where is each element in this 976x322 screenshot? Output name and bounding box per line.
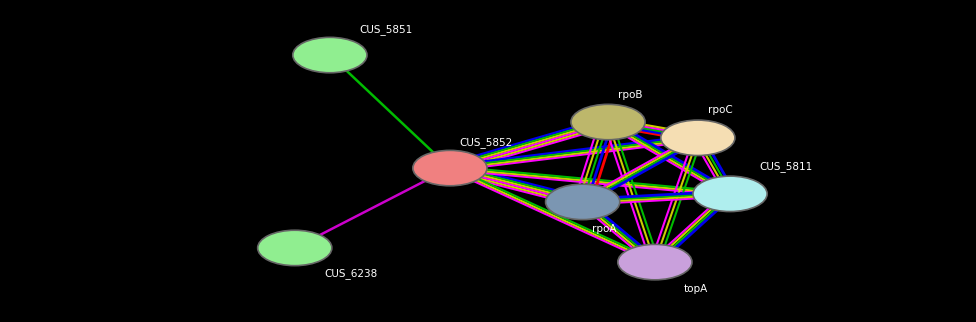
Ellipse shape bbox=[693, 176, 767, 212]
Text: rpoB: rpoB bbox=[618, 90, 642, 100]
Text: CUS_6238: CUS_6238 bbox=[324, 268, 378, 279]
Ellipse shape bbox=[293, 37, 367, 73]
Text: rpoA: rpoA bbox=[592, 224, 617, 234]
Ellipse shape bbox=[258, 230, 332, 266]
Ellipse shape bbox=[546, 184, 620, 220]
Text: rpoC: rpoC bbox=[708, 105, 732, 116]
Ellipse shape bbox=[661, 120, 735, 156]
Text: CUS_5851: CUS_5851 bbox=[359, 24, 413, 35]
Ellipse shape bbox=[571, 104, 645, 140]
Ellipse shape bbox=[618, 244, 692, 280]
Ellipse shape bbox=[413, 150, 487, 186]
Text: CUS_5852: CUS_5852 bbox=[460, 137, 513, 148]
Text: CUS_5811: CUS_5811 bbox=[759, 161, 813, 172]
Text: topA: topA bbox=[684, 284, 709, 295]
